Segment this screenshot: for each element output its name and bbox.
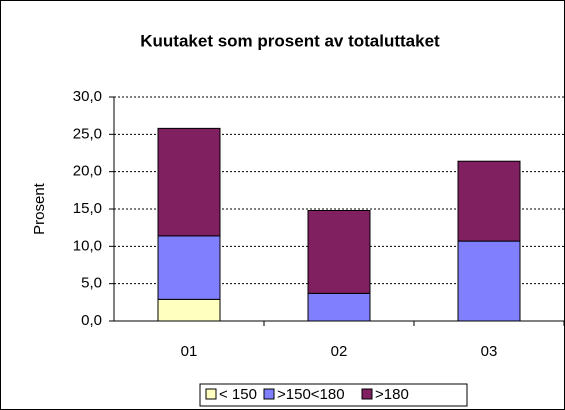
- bar-segment: [307, 292, 371, 322]
- chart-title: Kuutaket som prosent av totaluttaket: [140, 31, 440, 50]
- y-tick-label: 5,0: [81, 275, 102, 292]
- bar-segment: [457, 160, 521, 242]
- y-tick-label: 25,0: [73, 125, 102, 142]
- bar-segment: [157, 127, 221, 237]
- legend-swatch: [361, 388, 373, 400]
- legend-swatch: [205, 388, 217, 400]
- y-tick-label: 20,0: [73, 163, 102, 180]
- legend-label: < 150: [219, 386, 257, 403]
- y-axis-label: Prosent: [31, 182, 48, 235]
- legend-label: >150<180: [277, 386, 345, 403]
- bar-segment: [157, 298, 221, 322]
- y-tick-label: 30,0: [73, 88, 102, 105]
- bar-segment: [157, 235, 221, 300]
- y-tick-label: 15,0: [73, 200, 102, 217]
- x-tick-label: 03: [481, 343, 498, 360]
- x-tick-label: 02: [331, 343, 348, 360]
- y-tick-label: 0,0: [81, 312, 102, 329]
- legend-swatch: [263, 388, 275, 400]
- x-tick-label: 01: [181, 343, 198, 360]
- y-tick-label: 10,0: [73, 237, 102, 254]
- bar-segment: [457, 240, 521, 322]
- legend-label: >180: [375, 386, 409, 403]
- bar-segment: [307, 209, 371, 294]
